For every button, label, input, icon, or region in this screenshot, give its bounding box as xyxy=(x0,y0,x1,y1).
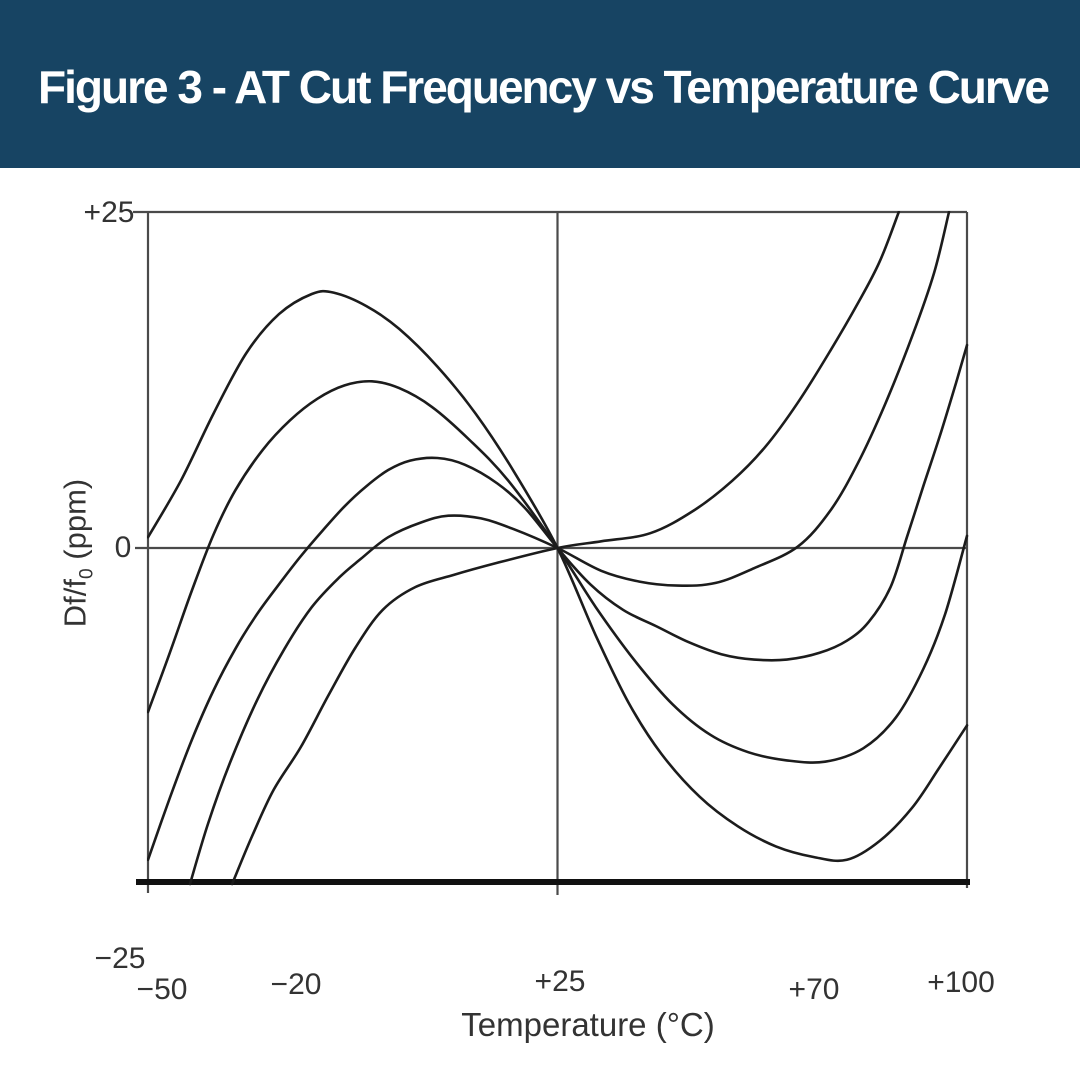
x-tick-label: −20 xyxy=(271,968,322,1001)
tick-labels: −50 −20 +25 +70 +100 +25 0 −25 xyxy=(84,196,995,1006)
y-axis-title-unit: (ppm) xyxy=(57,478,93,569)
x-tick-label: −50 xyxy=(137,973,188,1006)
curve-4 xyxy=(188,211,951,886)
y-axis-title-subscript: 0 xyxy=(76,568,98,580)
x-tick-label: +70 xyxy=(789,973,840,1006)
x-axis-title: Temperature (°C) xyxy=(461,1006,715,1043)
curve-5 xyxy=(230,211,901,886)
x-tick-label: +25 xyxy=(535,965,586,998)
y-tick-label: −25 xyxy=(95,942,146,975)
y-axis-title-main: Df/f xyxy=(57,579,93,628)
figure-title-banner: Figure 3 - AT Cut Frequency vs Temperatu… xyxy=(0,0,1080,168)
y-tick-label: 0 xyxy=(115,531,132,564)
curve-3 xyxy=(147,343,969,862)
y-tick-label: +25 xyxy=(84,196,135,229)
curve-2 xyxy=(147,379,969,764)
curve-family xyxy=(147,211,969,886)
y-axis-title: Df/f0 (ppm) xyxy=(57,479,98,628)
at-cut-frequency-chart: −50 −20 +25 +70 +100 +25 0 −25 xyxy=(84,196,995,1006)
axes xyxy=(133,210,970,895)
figure-title: Figure 3 - AT Cut Frequency vs Temperatu… xyxy=(38,61,1050,113)
x-tick-label: +100 xyxy=(927,966,995,999)
